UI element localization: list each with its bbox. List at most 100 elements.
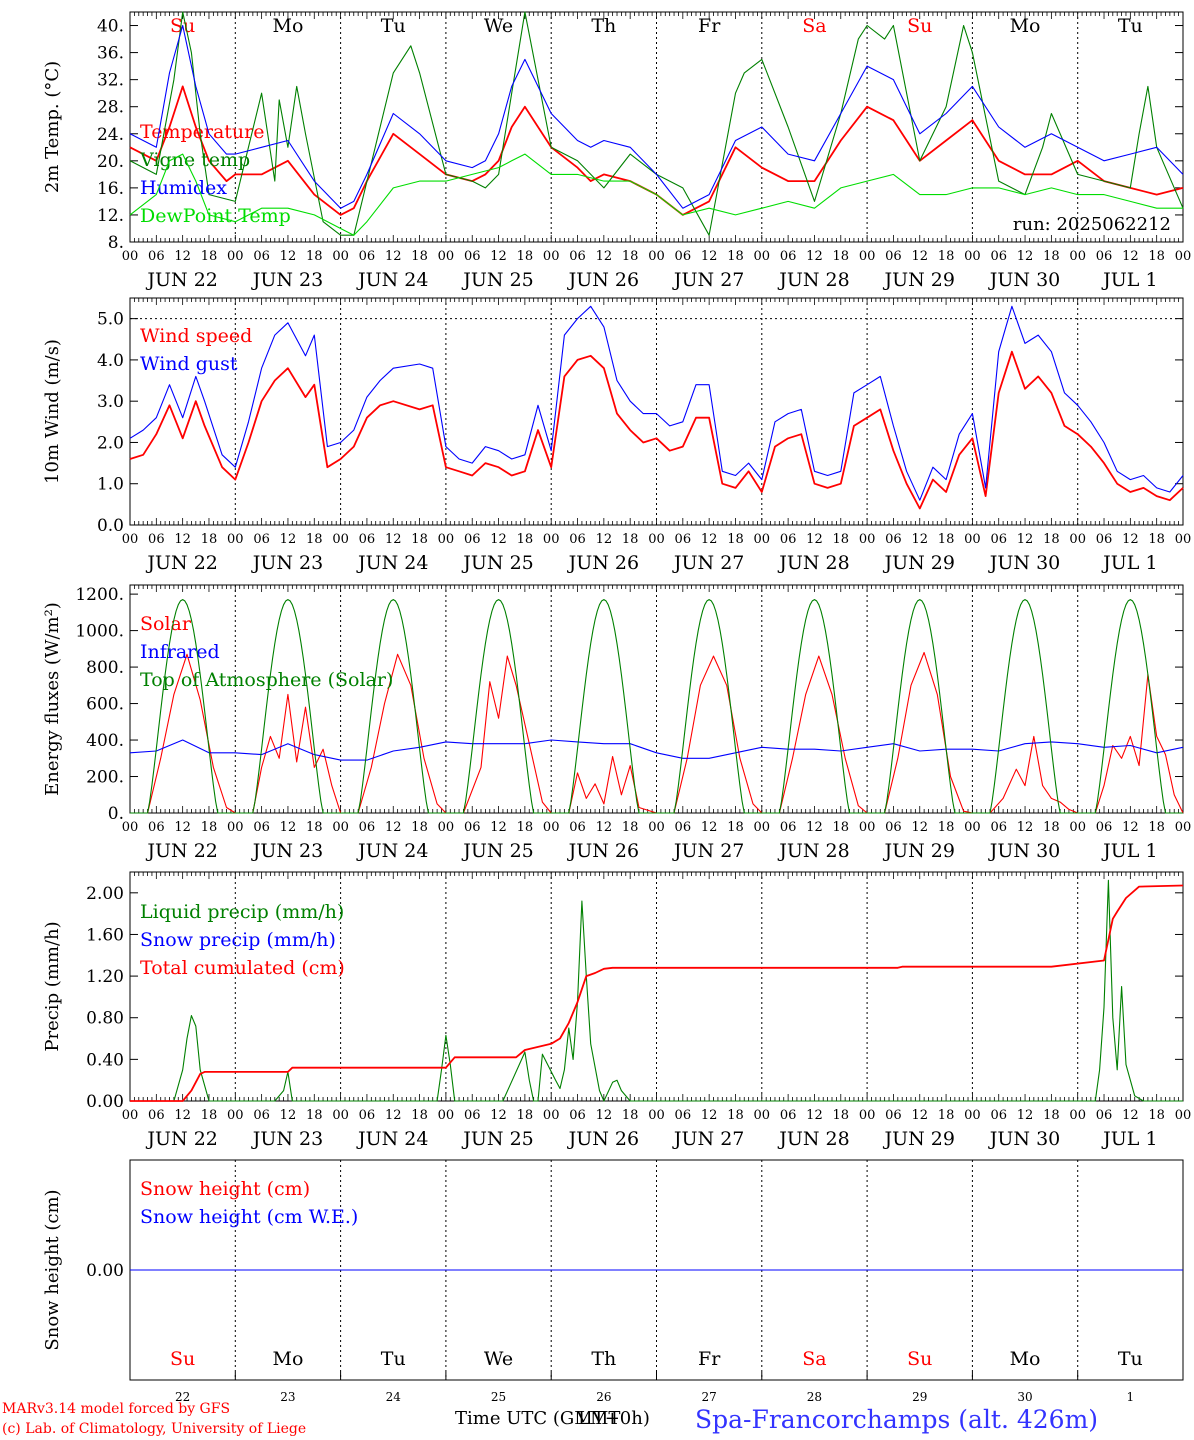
hour-tick-label: 12 xyxy=(911,249,928,264)
day-number-label: 30 xyxy=(1017,1390,1032,1404)
date-label: JUN 30 xyxy=(988,269,1060,291)
hour-tick-label: 06 xyxy=(148,249,165,264)
weekday-label: Th xyxy=(591,15,616,37)
hour-tick-label: 06 xyxy=(675,820,692,835)
hour-tick-label: 12 xyxy=(596,532,613,547)
weekday-label: Tu xyxy=(1118,15,1143,37)
hour-tick-label: 06 xyxy=(1096,820,1113,835)
hour-tick-label: 18 xyxy=(938,249,955,264)
hour-tick-label: 18 xyxy=(833,820,850,835)
hour-tick-label: 06 xyxy=(464,532,481,547)
hour-tick-label: 12 xyxy=(490,249,507,264)
date-label: JUN 25 xyxy=(461,552,533,574)
hour-tick-label: 18 xyxy=(306,820,323,835)
hour-tick-label: 06 xyxy=(148,532,165,547)
date-label: JUN 22 xyxy=(145,269,217,291)
series-line-4 xyxy=(129,153,1183,236)
hour-tick-label: 00 xyxy=(1175,249,1192,264)
hour-tick-label: 06 xyxy=(253,249,270,264)
hour-tick-label: 00 xyxy=(754,1108,771,1123)
hour-tick-label: 00 xyxy=(1069,1108,1086,1123)
date-label: JUN 25 xyxy=(461,840,533,862)
legend-entry: Wind gust xyxy=(140,353,238,375)
hour-tick-label: 18 xyxy=(201,820,218,835)
hour-tick-label: 06 xyxy=(990,532,1007,547)
y-tick-label: 28. xyxy=(97,98,124,118)
weekday-label: We xyxy=(484,15,513,37)
hour-tick-label: 00 xyxy=(438,249,455,264)
hour-tick-label: 12 xyxy=(174,1108,191,1123)
series-line-1 xyxy=(130,879,1183,1102)
hour-tick-label: 12 xyxy=(385,820,402,835)
hour-tick-label: 12 xyxy=(596,249,613,264)
series-line-1 xyxy=(129,350,1184,510)
y-tick-label: 1.0 xyxy=(97,475,124,495)
hour-tick-label: 18 xyxy=(411,249,428,264)
date-label: JUN 23 xyxy=(251,1128,323,1150)
date-label: JUN 26 xyxy=(567,1128,639,1150)
y-axis-label: Precip (mm/h) xyxy=(42,921,63,1051)
day-number-label: 24 xyxy=(386,1390,402,1404)
date-label: JUN 28 xyxy=(777,269,849,291)
hour-tick-label: 12 xyxy=(701,249,718,264)
weekday-label: Tu xyxy=(1118,1348,1143,1370)
weekday-label: Th xyxy=(591,1348,616,1370)
hour-tick-label: 00 xyxy=(543,532,560,547)
hour-tick-label: 06 xyxy=(148,1108,165,1123)
date-label: JUN 23 xyxy=(251,269,323,291)
day-number-label: 27 xyxy=(702,1390,717,1404)
day-number-label: 28 xyxy=(807,1390,822,1404)
hour-tick-label: 06 xyxy=(253,532,270,547)
hour-tick-label: 06 xyxy=(148,820,165,835)
hour-tick-label: 00 xyxy=(438,1108,455,1123)
hour-tick-label: 00 xyxy=(122,249,139,264)
hour-tick-label: 12 xyxy=(1122,820,1139,835)
hour-tick-label: 18 xyxy=(1043,532,1060,547)
date-label: JUN 29 xyxy=(883,269,955,291)
hour-tick-label: 06 xyxy=(885,1108,902,1123)
y-tick-label: 36. xyxy=(97,44,124,64)
hour-tick-label: 12 xyxy=(280,820,297,835)
hour-tick-label: 06 xyxy=(359,532,376,547)
hour-tick-label: 00 xyxy=(122,1108,139,1123)
hour-tick-label: 00 xyxy=(964,1108,981,1123)
hour-tick-label: 12 xyxy=(385,1108,402,1123)
hour-tick-label: 00 xyxy=(227,532,244,547)
hour-tick-label: 12 xyxy=(1122,1108,1139,1123)
hour-tick-label: 18 xyxy=(1043,820,1060,835)
date-label: JUN 23 xyxy=(251,552,323,574)
date-label: JUN 27 xyxy=(672,552,744,574)
legend-entry: Top of Atmosphere (Solar) xyxy=(140,669,393,691)
legend-entry: Temperature xyxy=(140,121,264,143)
weekday-label: Fr xyxy=(698,15,721,37)
legend-entry: Infrared xyxy=(140,641,220,663)
y-tick-label: 1.20 xyxy=(86,967,124,987)
y-tick-label: 3.0 xyxy=(97,392,124,412)
y-tick-label: 0.00 xyxy=(86,1261,124,1281)
hour-tick-label: 12 xyxy=(701,1108,718,1123)
hour-tick-label: 18 xyxy=(201,1108,218,1123)
y-tick-label: 1200. xyxy=(75,585,124,605)
hour-tick-label: 06 xyxy=(780,820,797,835)
date-label: JUL 1 xyxy=(1101,552,1157,574)
hour-tick-label: 12 xyxy=(701,532,718,547)
hour-tick-label: 18 xyxy=(833,1108,850,1123)
hour-tick-label: 12 xyxy=(911,532,928,547)
date-label: JUN 28 xyxy=(777,552,849,574)
hour-tick-label: 18 xyxy=(727,1108,744,1123)
y-tick-label: 0.80 xyxy=(86,1009,124,1029)
hour-tick-label: 18 xyxy=(938,532,955,547)
hour-tick-label: 00 xyxy=(332,820,349,835)
hour-tick-label: 12 xyxy=(806,532,823,547)
hour-tick-label: 12 xyxy=(280,532,297,547)
hour-tick-label: 06 xyxy=(1096,249,1113,264)
y-tick-label: 0. xyxy=(108,804,124,824)
hour-tick-label: 00 xyxy=(1069,532,1086,547)
date-label: JUN 24 xyxy=(356,840,428,862)
hour-tick-label: 06 xyxy=(464,1108,481,1123)
hour-tick-label: 06 xyxy=(253,820,270,835)
y-tick-label: 1000. xyxy=(75,622,124,642)
hour-tick-label: 18 xyxy=(1148,249,1165,264)
hour-tick-label: 06 xyxy=(359,1108,376,1123)
y-tick-label: 200. xyxy=(86,768,124,788)
